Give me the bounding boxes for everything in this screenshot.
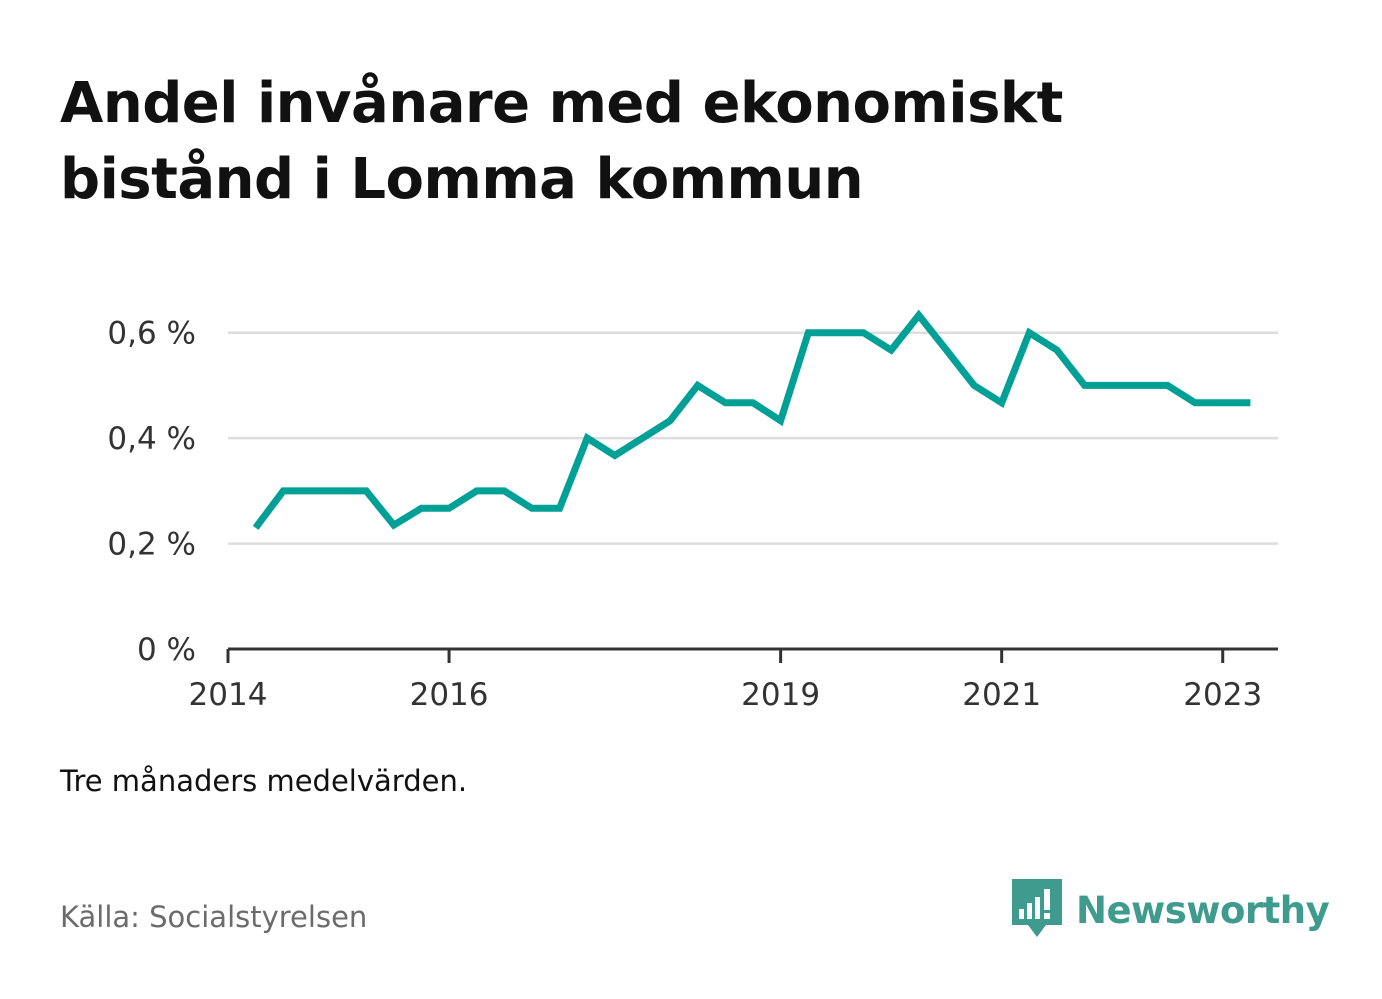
y-tick-label: 0 % <box>137 632 196 668</box>
x-tick-label: 2014 <box>189 677 268 713</box>
y-tick-label: 0,2 % <box>107 527 196 563</box>
x-tick-label: 2019 <box>741 677 820 713</box>
source-label: Källa: Socialstyrelsen <box>60 900 368 934</box>
y-axis-tick-labels: 0 % 0,2 % 0,4 % 0,6 % <box>107 316 196 668</box>
gridlines <box>228 331 1278 545</box>
brand-name: Newsworthy <box>1076 888 1330 932</box>
x-tick-label: 2023 <box>1183 677 1262 713</box>
series-layer <box>252 309 1251 530</box>
newsworthy-chart-bubble-icon <box>1012 879 1062 937</box>
brand-logo[interactable]: Newsworthy <box>1012 878 1330 942</box>
x-tick-label: 2021 <box>962 677 1041 713</box>
line-chart: 0 % 0,2 % 0,4 % 0,6 % 2014 2016 2019 2021 2023 <box>107 309 1278 713</box>
y-tick-label: 0,4 % <box>107 421 196 457</box>
x-axis-ticks: 2014 2016 2019 2021 2023 <box>189 649 1262 713</box>
y-tick-label: 0,6 % <box>107 316 196 352</box>
chart-title: Andel invånare med ekonomiskt bistånd i … <box>60 71 1063 212</box>
x-tick-label: 2016 <box>410 677 489 713</box>
series-line <box>252 309 1251 530</box>
chart-note: Tre månaders medelvärden. <box>60 764 468 798</box>
